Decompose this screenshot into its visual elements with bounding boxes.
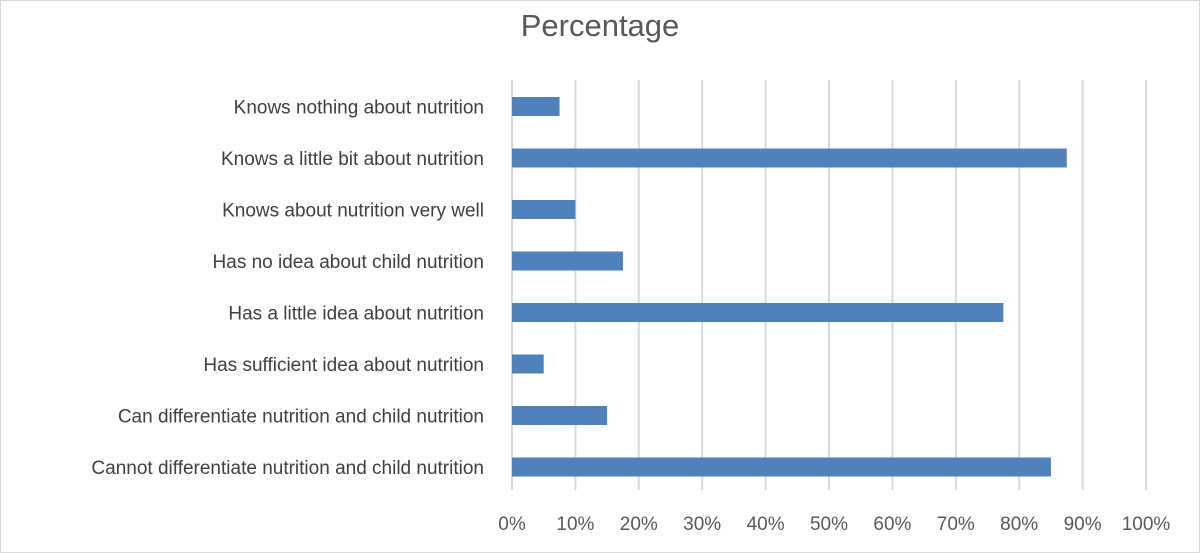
- category-label: Knows about nutrition very well: [222, 201, 484, 222]
- category-label: Has sufficient idea about nutrition: [203, 355, 484, 376]
- bar: [512, 406, 608, 425]
- x-tick-label: 0%: [498, 514, 526, 535]
- x-tick-label: 90%: [1064, 514, 1102, 535]
- category-label: Has a little idea about nutrition: [228, 304, 484, 325]
- gridlines: [511, 80, 1147, 490]
- chart-title: Percentage: [520, 8, 680, 43]
- bar: [512, 148, 1067, 168]
- x-tick-label: 80%: [1000, 514, 1038, 535]
- category-label: Knows a little bit about nutrition: [221, 149, 484, 170]
- bar: [512, 200, 576, 219]
- category-label: Can differentiate nutrition and child nu…: [118, 407, 484, 428]
- x-tick-label: 20%: [620, 514, 658, 535]
- x-tick-labels: 0% 10% 20% 30% 40% 50% 60% 70% 80% 90% 100%: [498, 514, 1170, 535]
- bar: [512, 251, 623, 271]
- x-tick-label: 10%: [556, 514, 594, 535]
- bars: [512, 97, 1067, 477]
- bar: [512, 457, 1051, 477]
- x-tick-label: 60%: [873, 514, 911, 535]
- x-tick-label: 30%: [683, 514, 721, 535]
- category-label: Has no idea about child nutrition: [213, 252, 484, 273]
- x-tick-label: 70%: [937, 514, 975, 535]
- x-tick-label: 50%: [810, 514, 848, 535]
- x-tick-label: 40%: [747, 514, 785, 535]
- bar: [512, 97, 560, 116]
- bar: [512, 303, 1004, 322]
- category-label: Knows nothing about nutrition: [234, 98, 484, 119]
- x-tick-label: 100%: [1122, 514, 1171, 535]
- category-labels: Knows nothing about nutrition Knows a lit…: [91, 98, 484, 480]
- bar: [512, 354, 544, 374]
- category-label: Cannot differentiate nutrition and child…: [91, 458, 484, 479]
